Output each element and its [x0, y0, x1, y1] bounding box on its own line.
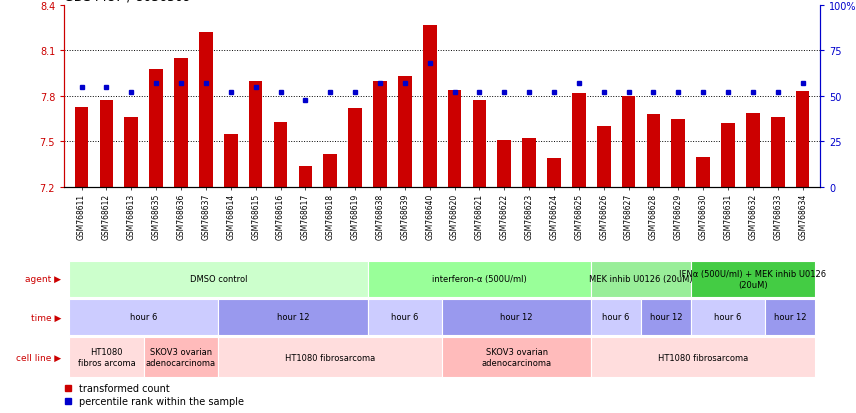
- Bar: [423, 26, 437, 188]
- Bar: [398, 77, 412, 188]
- Text: hour 6: hour 6: [603, 313, 630, 322]
- Bar: [299, 166, 312, 188]
- Bar: [324, 154, 337, 188]
- Bar: [746, 113, 760, 188]
- Bar: [691, 261, 815, 297]
- Bar: [69, 337, 144, 377]
- Bar: [591, 337, 815, 377]
- Bar: [591, 299, 641, 335]
- Text: DMSO control: DMSO control: [189, 275, 247, 284]
- Bar: [373, 81, 387, 188]
- Bar: [621, 97, 635, 188]
- Bar: [597, 127, 610, 188]
- Text: IFNα (500U/ml) + MEK inhib U0126
(20uM): IFNα (500U/ml) + MEK inhib U0126 (20uM): [680, 270, 827, 289]
- Bar: [218, 337, 442, 377]
- Text: HT1080
fibros arcoma: HT1080 fibros arcoma: [78, 348, 135, 367]
- Bar: [641, 299, 691, 335]
- Bar: [572, 94, 586, 188]
- Text: HT1080 fibrosarcoma: HT1080 fibrosarcoma: [285, 353, 376, 362]
- Bar: [591, 261, 691, 297]
- Bar: [69, 299, 218, 335]
- Bar: [144, 337, 218, 377]
- Bar: [448, 90, 461, 188]
- Text: GDS4487 / 8036309: GDS4487 / 8036309: [64, 0, 191, 3]
- Text: hour 6: hour 6: [391, 313, 419, 322]
- Bar: [696, 157, 710, 188]
- Text: agent ▶: agent ▶: [25, 275, 62, 284]
- Text: hour 12: hour 12: [650, 313, 682, 322]
- Bar: [218, 299, 367, 335]
- Bar: [473, 101, 486, 188]
- Bar: [149, 69, 163, 188]
- Text: hour 6: hour 6: [715, 313, 742, 322]
- Bar: [646, 115, 660, 188]
- Bar: [99, 101, 113, 188]
- Text: hour 12: hour 12: [774, 313, 806, 322]
- Text: time ▶: time ▶: [31, 313, 62, 322]
- Text: percentile rank within the sample: percentile rank within the sample: [79, 396, 244, 406]
- Bar: [74, 107, 88, 188]
- Text: hour 12: hour 12: [501, 313, 533, 322]
- Text: SKOV3 ovarian
adenocarcinoma: SKOV3 ovarian adenocarcinoma: [146, 348, 216, 367]
- Bar: [175, 59, 188, 188]
- Bar: [442, 299, 591, 335]
- Bar: [722, 124, 735, 188]
- Bar: [69, 261, 367, 297]
- Bar: [224, 135, 238, 188]
- Bar: [691, 299, 765, 335]
- Bar: [442, 337, 591, 377]
- Text: hour 12: hour 12: [276, 313, 309, 322]
- Text: HT1080 fibrosarcoma: HT1080 fibrosarcoma: [658, 353, 748, 362]
- Bar: [547, 159, 561, 188]
- Text: transformed count: transformed count: [79, 383, 170, 393]
- Text: MEK inhib U0126 (20uM): MEK inhib U0126 (20uM): [589, 275, 693, 284]
- Bar: [348, 109, 362, 188]
- Bar: [199, 33, 213, 188]
- Bar: [671, 119, 685, 188]
- Text: cell line ▶: cell line ▶: [16, 353, 62, 362]
- Text: hour 6: hour 6: [130, 313, 158, 322]
- Bar: [124, 118, 138, 188]
- Text: interferon-α (500U/ml): interferon-α (500U/ml): [432, 275, 526, 284]
- Bar: [367, 261, 591, 297]
- Bar: [796, 92, 810, 188]
- Bar: [497, 140, 511, 188]
- Bar: [522, 139, 536, 188]
- Bar: [771, 118, 785, 188]
- Bar: [367, 299, 442, 335]
- Bar: [274, 122, 288, 188]
- Bar: [249, 81, 263, 188]
- Text: SKOV3 ovarian
adenocarcinoma: SKOV3 ovarian adenocarcinoma: [482, 348, 552, 367]
- Bar: [765, 299, 815, 335]
